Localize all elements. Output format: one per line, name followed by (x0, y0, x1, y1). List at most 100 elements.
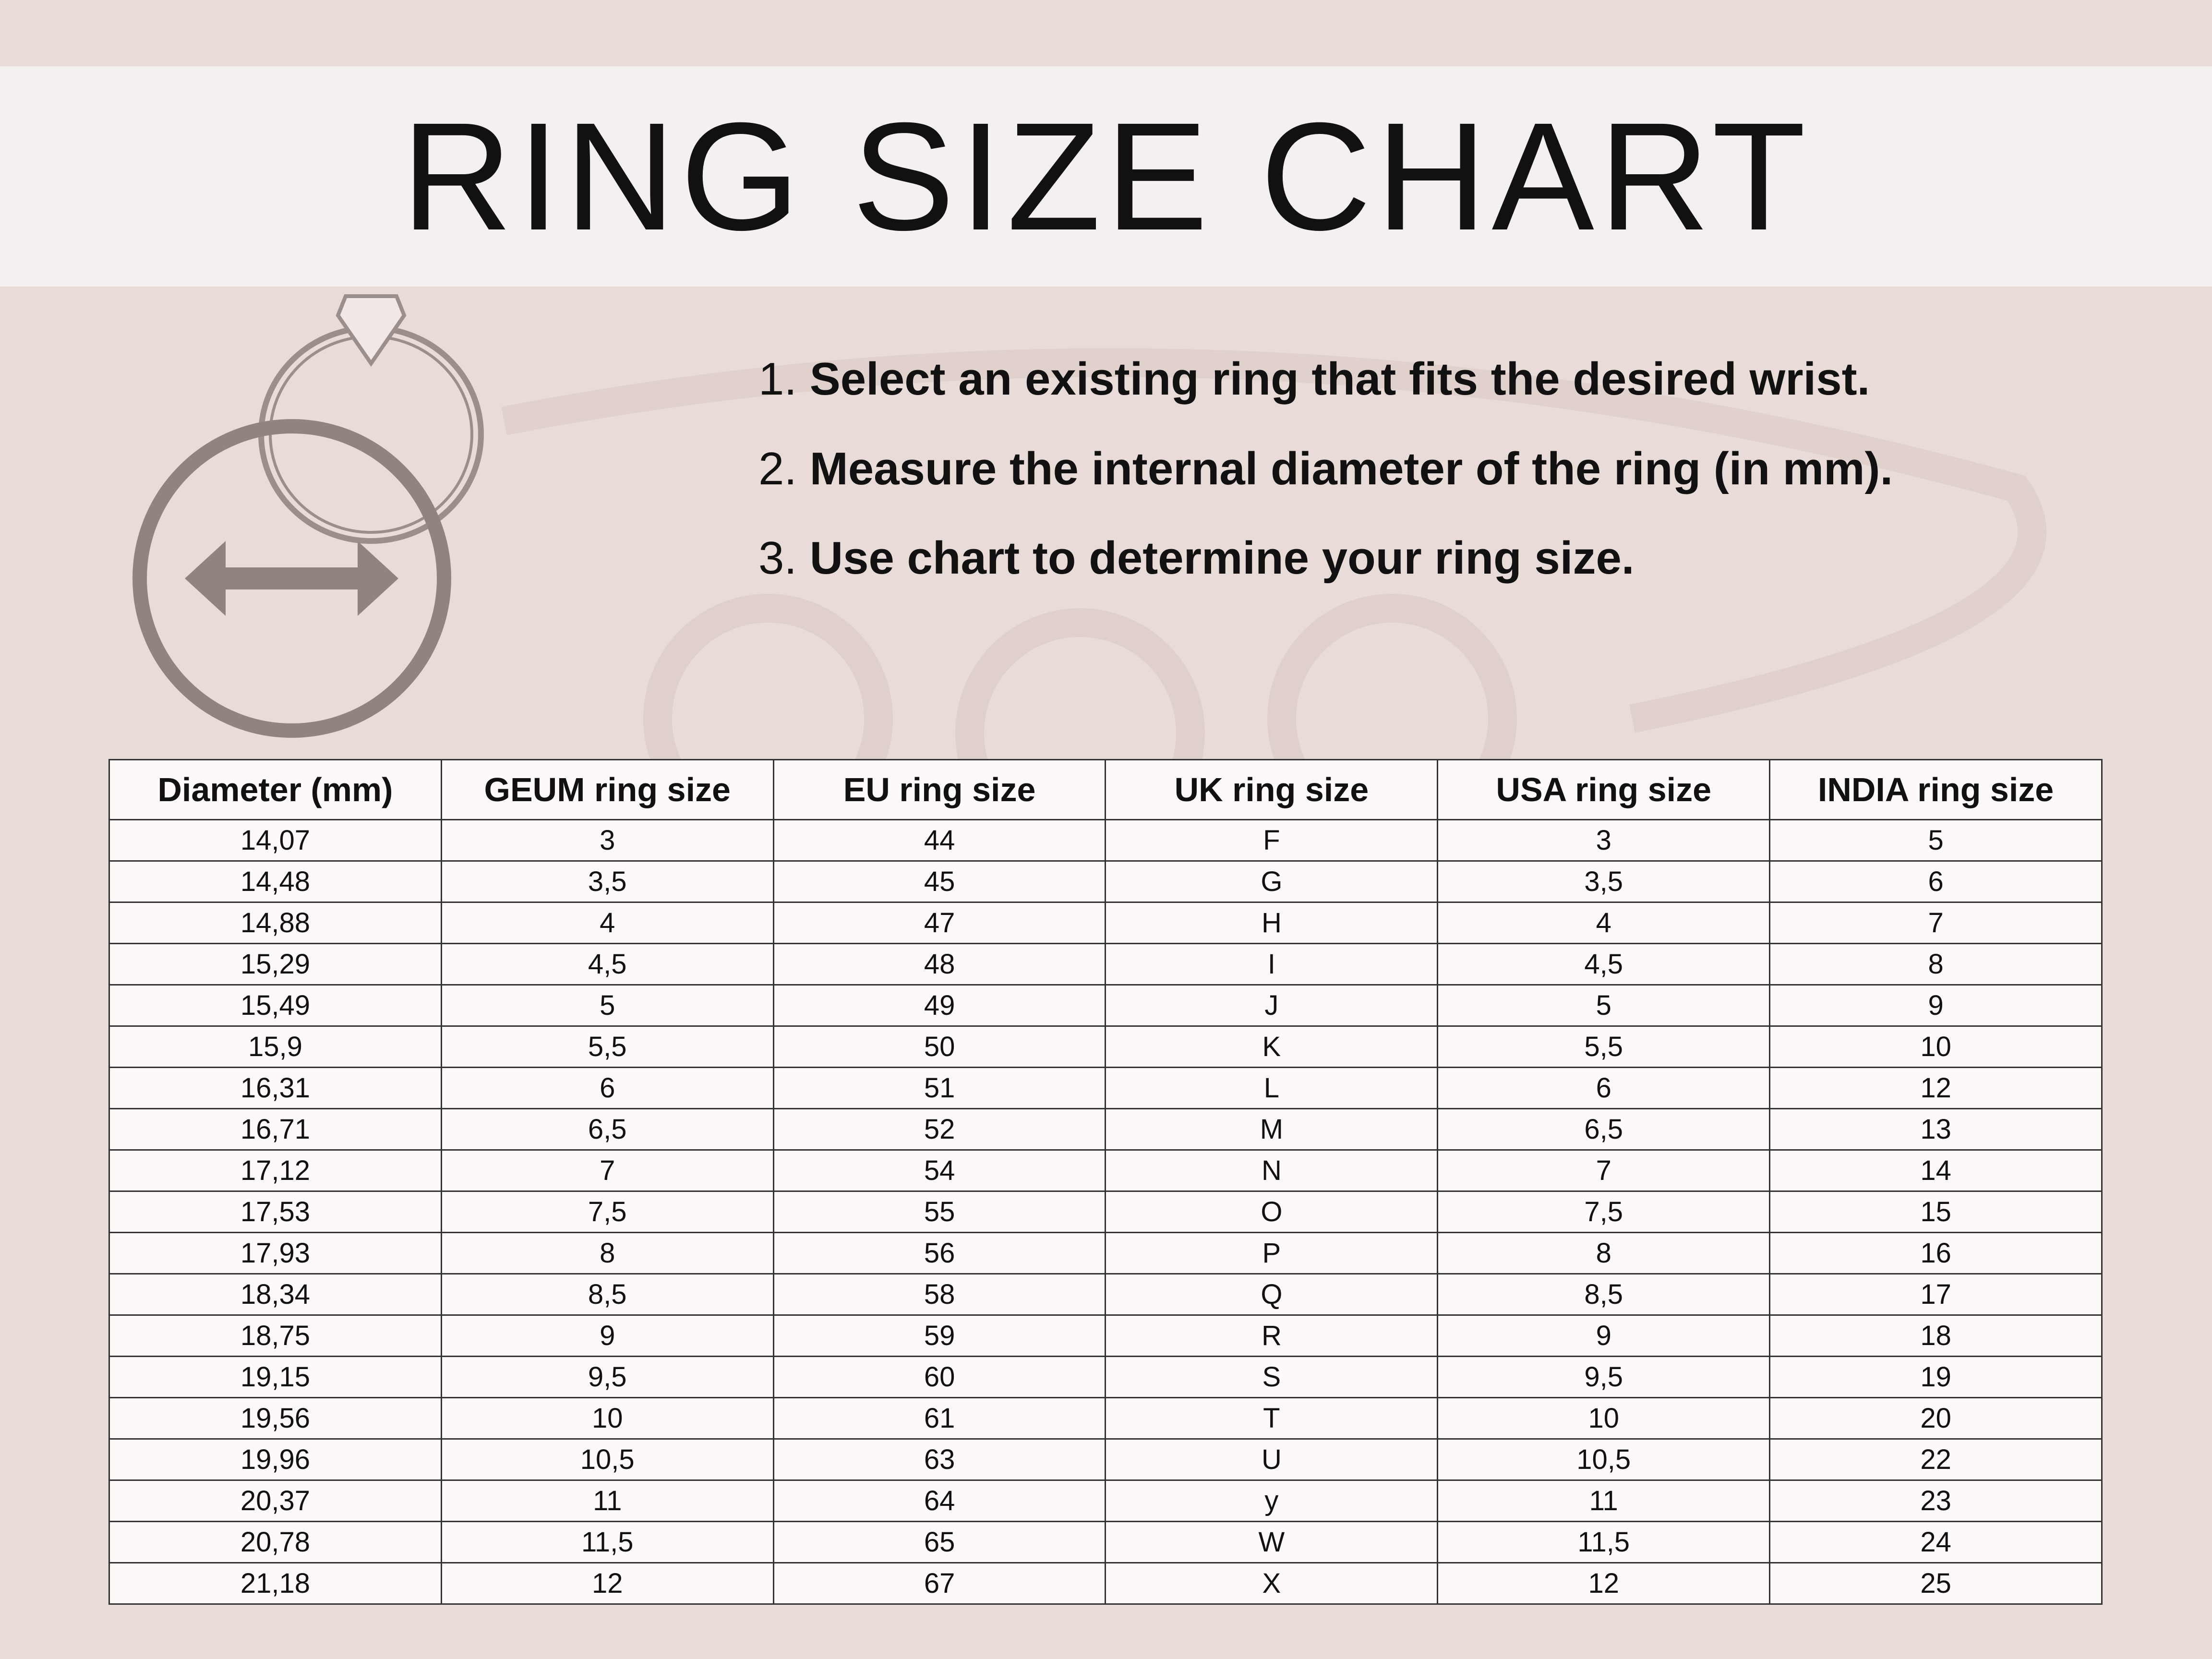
table-cell: 5 (1769, 819, 2103, 862)
table-cell: 8,5 (1437, 1273, 1771, 1316)
table-cell: 6 (1769, 860, 2103, 903)
table-cell: 54 (772, 1149, 1106, 1192)
table-cell: 15,9 (108, 1025, 442, 1068)
step-text: Select an existing ring that fits the de… (809, 353, 1870, 405)
table-cell: 52 (772, 1108, 1106, 1151)
table-cell: F (1105, 819, 1439, 862)
step-number: 1. (758, 353, 797, 405)
ring-illustration (132, 294, 2047, 767)
table-cell: 9,5 (1437, 1356, 1771, 1398)
column-header: UK ring size (1105, 759, 1439, 820)
table-row: 19,15 9,5 60 S 9,5 19 (108, 1356, 2103, 1398)
table-cell: 51 (772, 1067, 1106, 1109)
table-cell: 11 (440, 1479, 774, 1522)
title-band (0, 66, 2212, 287)
diameter-arrow (185, 541, 398, 616)
table-cell: 67 (772, 1562, 1106, 1605)
table-row: 21,18 12 67 X 12 25 (108, 1562, 2103, 1605)
table-cell: 7,5 (440, 1190, 774, 1233)
table-cell: 17 (1769, 1273, 2103, 1316)
table-cell: 3 (1437, 819, 1771, 862)
table-cell: 9 (1769, 984, 2103, 1027)
step: 3. Use chart to determine your ring size… (758, 532, 1635, 585)
table-cell: K (1105, 1025, 1439, 1068)
table-cell: 21,18 (108, 1562, 442, 1605)
table-row: 19,96 10,5 63 U 10,5 22 (108, 1438, 2103, 1481)
table-cell: 7,5 (1437, 1190, 1771, 1233)
table-cell: 10 (1769, 1025, 2103, 1068)
background-ring (501, 348, 2047, 767)
table-cell: 17,12 (108, 1149, 442, 1192)
table-cell: 13 (1769, 1108, 2103, 1151)
table-cell: 63 (772, 1438, 1106, 1481)
table-cell: W (1105, 1521, 1439, 1563)
table-cell: 59 (772, 1314, 1106, 1357)
table-cell: 3,5 (440, 860, 774, 903)
table-row: 20,37 11 64 y 11 23 (108, 1479, 2103, 1522)
table-cell: 15,29 (108, 943, 442, 986)
table-cell: 10,5 (1437, 1438, 1771, 1481)
table-cell: S (1105, 1356, 1439, 1398)
column-header: EU ring size (772, 759, 1106, 820)
table-cell: 60 (772, 1356, 1106, 1398)
step: 2. Measure the internal diameter of the … (758, 443, 1893, 495)
table-cell: T (1105, 1397, 1439, 1440)
table-cell: 8 (1437, 1232, 1771, 1274)
table-cell: 5,5 (440, 1025, 774, 1068)
table-cell: L (1105, 1067, 1439, 1109)
table-cell: I (1105, 943, 1439, 986)
step: 1. Select an existing ring that fits the… (758, 353, 1870, 406)
table-cell: 12 (1437, 1562, 1771, 1605)
table-cell: 14,88 (108, 902, 442, 944)
table-cell: X (1105, 1562, 1439, 1605)
table-cell: M (1105, 1108, 1439, 1151)
table-cell: 10,5 (440, 1438, 774, 1481)
table-cell: 7 (440, 1149, 774, 1192)
table-cell: O (1105, 1190, 1439, 1233)
step-number: 2. (758, 443, 797, 494)
table-cell: 14 (1769, 1149, 2103, 1192)
table-cell: 22 (1769, 1438, 2103, 1481)
table-cell: 9,5 (440, 1356, 774, 1398)
table-cell: 8,5 (440, 1273, 774, 1316)
table-row: 18,75 9 59 R 9 18 (108, 1314, 2103, 1357)
table-cell: 9 (440, 1314, 774, 1357)
table-cell: 19,56 (108, 1397, 442, 1440)
table-cell: 18,75 (108, 1314, 442, 1357)
table-row: 16,71 6,5 52 M 6,5 13 (108, 1108, 2103, 1151)
step-number: 3. (758, 532, 797, 584)
table-cell: P (1105, 1232, 1439, 1274)
table-cell: 20 (1769, 1397, 2103, 1440)
table-cell: H (1105, 902, 1439, 944)
column-header: USA ring size (1437, 759, 1771, 820)
table-cell: 3,5 (1437, 860, 1771, 903)
table-cell: 49 (772, 984, 1106, 1027)
table-cell: 17,53 (108, 1190, 442, 1233)
table-cell: 11,5 (1437, 1521, 1771, 1563)
title: RING SIZE CHART (401, 90, 1811, 262)
table-cell: 6,5 (440, 1108, 774, 1151)
table-cell: G (1105, 860, 1439, 903)
table-row: 18,34 8,5 58 Q 8,5 17 (108, 1273, 2103, 1316)
table-cell: 15 (1769, 1190, 2103, 1233)
table-cell: 7 (1769, 902, 2103, 944)
step-text: Use chart to determine your ring size. (809, 532, 1635, 584)
table-row: 14,88 4 47 H 4 7 (108, 902, 2103, 944)
table-cell: 15,49 (108, 984, 442, 1027)
table-cell: 20,37 (108, 1479, 442, 1522)
size-table: Diameter (mm) GEUM ring size EU ring size U… (108, 759, 2103, 1605)
table-row: 17,12 7 54 N 7 14 (108, 1149, 2103, 1192)
table-cell: 4,5 (1437, 943, 1771, 986)
table-cell: N (1105, 1149, 1439, 1192)
table-cell: 12 (440, 1562, 774, 1605)
table-cell: 45 (772, 860, 1106, 903)
table-cell: 9 (1437, 1314, 1771, 1357)
table-cell: 47 (772, 902, 1106, 944)
table-cell: 16,71 (108, 1108, 442, 1151)
table-cell: 14,48 (108, 860, 442, 903)
table-cell: 5,5 (1437, 1025, 1771, 1068)
table-cell: J (1105, 984, 1439, 1027)
table-cell: 23 (1769, 1479, 2103, 1522)
table-cell: 4 (440, 902, 774, 944)
